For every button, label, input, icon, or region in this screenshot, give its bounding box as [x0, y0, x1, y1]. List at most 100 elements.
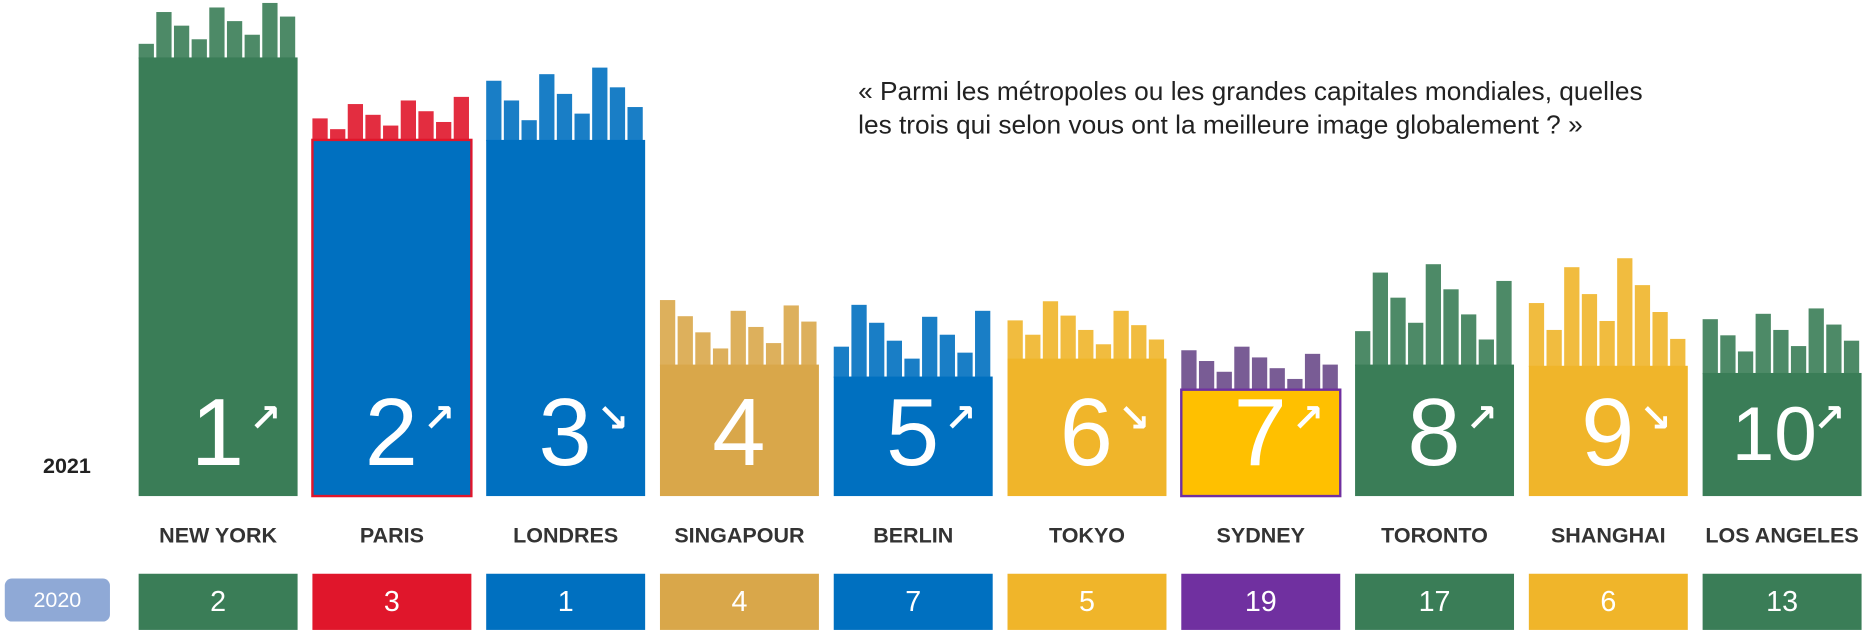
skyline — [436, 122, 451, 141]
question-line: « Parmi les métropoles ou les grandes ca… — [858, 76, 1642, 106]
skyline — [904, 359, 919, 378]
skyline — [678, 316, 693, 366]
skyline — [1635, 285, 1650, 367]
trend-arrow: ↗ — [1292, 397, 1324, 440]
skyline — [156, 12, 171, 59]
skyline — [834, 347, 849, 378]
rank-2020: 7 — [905, 586, 921, 618]
skyline — [1323, 365, 1338, 391]
skyline — [227, 21, 242, 59]
skyline — [1408, 323, 1423, 366]
skyline — [1426, 264, 1441, 366]
rank-2020: 5 — [1079, 586, 1095, 618]
skyline — [401, 100, 416, 141]
skyline — [1131, 325, 1146, 360]
rank-2020: 13 — [1766, 586, 1798, 618]
rank-2020: 1 — [558, 586, 574, 618]
skyline — [454, 97, 469, 141]
skyline — [1564, 267, 1579, 367]
rank-2021: 6 — [1060, 379, 1113, 486]
trend-arrow: ↗ — [1466, 397, 1498, 440]
skyline — [784, 305, 799, 365]
skyline — [280, 17, 295, 59]
skyline — [801, 322, 816, 366]
skyline — [1844, 341, 1859, 374]
skyline — [1096, 344, 1111, 360]
city-name: LOS ANGELES — [1705, 523, 1858, 547]
skyline — [365, 115, 380, 141]
skyline — [174, 26, 189, 59]
city-name: BERLIN — [873, 523, 953, 547]
skyline — [1496, 281, 1511, 366]
skyline — [957, 353, 972, 378]
skyline — [1738, 351, 1753, 374]
skyline — [1599, 321, 1614, 367]
skyline — [348, 104, 363, 141]
city-name: LONDRES — [513, 523, 618, 547]
skyline — [139, 44, 154, 59]
skyline — [1582, 294, 1597, 367]
skyline — [1652, 312, 1667, 367]
trend-arrow: ↘ — [597, 397, 629, 440]
skyline — [627, 107, 642, 141]
skyline — [1773, 330, 1788, 374]
city-name: NEW YORK — [159, 523, 277, 547]
skyline — [748, 327, 763, 366]
trend-arrow: ↘ — [1640, 397, 1672, 440]
skyline — [1670, 339, 1685, 367]
skyline — [1373, 273, 1388, 366]
skyline — [610, 87, 625, 141]
skyline — [1181, 350, 1196, 391]
rank-2021: 3 — [538, 379, 591, 486]
rank-2021: 1 — [191, 379, 244, 486]
skyline — [869, 323, 884, 378]
rank-2021: 5 — [886, 379, 939, 486]
skyline — [1217, 372, 1232, 391]
skyline — [1025, 335, 1040, 360]
rank-2020: 17 — [1419, 586, 1451, 618]
skyline — [1720, 335, 1735, 374]
skyline — [312, 118, 327, 141]
skyline — [1043, 301, 1058, 360]
city-name: TORONTO — [1381, 523, 1488, 547]
skyline — [1060, 316, 1075, 360]
rank-2021: 8 — [1407, 379, 1460, 486]
skyline — [539, 74, 554, 141]
skyline — [851, 305, 866, 378]
city-name: SHANGHAI — [1551, 523, 1666, 547]
skyline — [486, 81, 501, 141]
skyline — [1756, 314, 1771, 374]
skyline — [1703, 319, 1718, 374]
rank-2020: 6 — [1600, 586, 1616, 618]
skyline — [504, 100, 519, 141]
skyline — [1149, 340, 1164, 360]
rank-2021: 10 — [1732, 392, 1817, 477]
skyline — [887, 341, 902, 378]
city-name: TOKYO — [1049, 523, 1125, 547]
rank-2021: 9 — [1581, 379, 1634, 486]
skyline — [940, 335, 955, 378]
skyline — [1008, 320, 1023, 359]
skyline — [574, 114, 589, 141]
skyline — [245, 35, 260, 59]
skyline — [695, 332, 710, 365]
skyline — [418, 111, 433, 141]
skyline — [209, 7, 224, 58]
skyline — [192, 39, 207, 58]
skyline — [1547, 330, 1562, 367]
skyline — [1617, 258, 1632, 367]
skyline — [522, 120, 537, 141]
trend-arrow: ↗ — [249, 397, 281, 440]
city-name: SYDNEY — [1217, 523, 1305, 547]
trend-arrow: ↗ — [1813, 397, 1845, 440]
skyline — [1461, 314, 1476, 365]
skyline — [1826, 325, 1841, 375]
skyline — [1479, 340, 1494, 366]
skyline — [1390, 298, 1405, 366]
rank-2021: 2 — [365, 379, 418, 486]
trend-arrow: ↗ — [423, 397, 455, 440]
question-line: les trois qui selon vous ont la meilleur… — [858, 110, 1583, 140]
skyline — [1305, 354, 1320, 391]
rank-2020: 2 — [210, 586, 226, 618]
year-label: 2021 — [43, 454, 91, 478]
